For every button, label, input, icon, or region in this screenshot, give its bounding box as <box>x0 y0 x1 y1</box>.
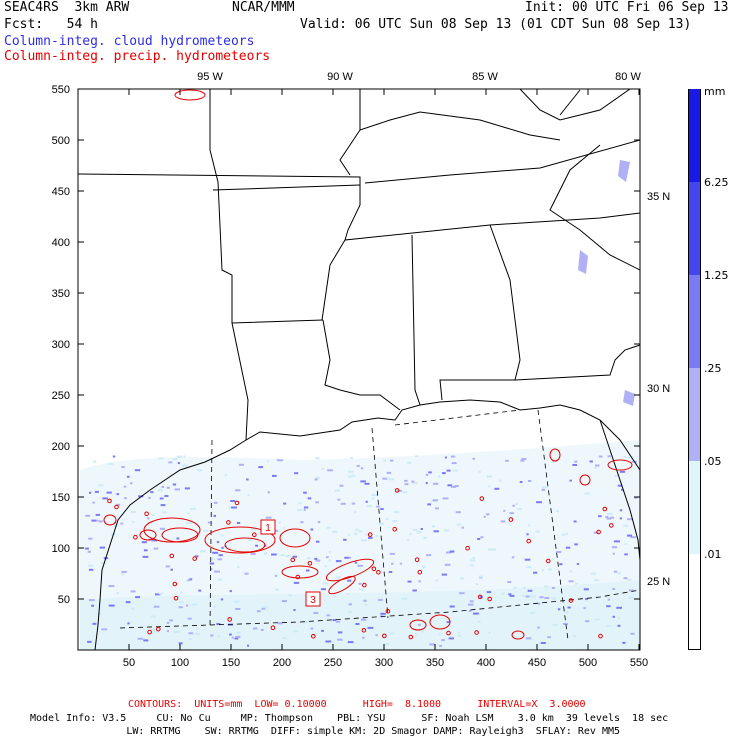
colorbar-bin-1 <box>688 89 701 182</box>
y-tick-label: 50 <box>58 594 70 606</box>
svg-text:3: 3 <box>310 595 316 606</box>
precip-contours <box>103 89 633 640</box>
colorbar-unit: mm <box>704 85 726 98</box>
model-info-2: LW: RRTMG SW: RRTMG DIFF: simple KM: 2D … <box>30 726 621 737</box>
lat-lon-graticule <box>119 409 640 641</box>
init-time: Init: 00 UTC Fri 06 Sep 13 <box>525 0 729 15</box>
map-boundaries <box>78 89 640 650</box>
forecast-hour: Fcst: 54 h <box>4 17 98 32</box>
colorbar-bin-2 <box>688 182 701 275</box>
lon-label: 80 W <box>615 71 641 83</box>
colorbar-label-0-01: .01 <box>704 548 722 561</box>
colorbar-label-0-25: .25 <box>704 362 722 375</box>
x-tick-label: 350 <box>426 657 444 669</box>
lat-label: 35 N <box>647 191 670 203</box>
contour-info: CONTOURS: UNITS=mm LOW= 0.10000 HIGH= 8.… <box>128 699 586 710</box>
y-tick-label: 100 <box>52 543 70 555</box>
x-tick-label: 500 <box>579 657 597 669</box>
y-tick-label: 550 <box>52 84 70 96</box>
y-tick-label: 400 <box>52 237 70 249</box>
y-tick-label: 150 <box>52 492 70 504</box>
field-precip-label: Column-integ. precip. hydrometeors <box>4 49 271 64</box>
x-tick-label: 400 <box>477 657 495 669</box>
y-tick-label: 450 <box>52 186 70 198</box>
contour-label-1: 1 <box>260 519 276 535</box>
svg-text:1: 1 <box>265 523 271 534</box>
lon-label: 85 W <box>472 71 498 83</box>
institution: NCAR/MMM <box>232 0 295 15</box>
model-info-1: Model Info: V3.5 CU: No Cu MP: Thompson … <box>30 713 669 724</box>
x-tick-label: 50 <box>123 657 135 669</box>
valid-time: Valid: 06 UTC Sun 08 Sep 13 (01 CDT Sun … <box>300 17 692 32</box>
run-name: SEAC4RS 3km ARW <box>4 0 130 15</box>
colorbar-bin-3 <box>688 275 701 368</box>
x-tick-label: 250 <box>324 657 342 669</box>
colorbar-label-0-05: .05 <box>704 455 722 468</box>
lon-label: 90 W <box>327 71 353 83</box>
colorbar-bin-4 <box>688 368 701 461</box>
x-tick-label: 200 <box>273 657 291 669</box>
field-cloud-label: Column-integ. cloud hydrometeors <box>4 34 255 49</box>
colorbar-label-1-25: 1.25 <box>704 269 729 282</box>
lon-label: 95 W <box>197 71 223 83</box>
colorbar-label-6-25: 6.25 <box>704 176 729 189</box>
y-tick-label: 200 <box>52 441 70 453</box>
lat-label: 25 N <box>647 576 670 588</box>
colorbar-bin-5 <box>688 461 701 554</box>
x-tick-label: 150 <box>222 657 240 669</box>
lat-label: 30 N <box>647 383 670 395</box>
x-tick-label: 450 <box>528 657 546 669</box>
contour-label-3: 3 <box>305 591 321 607</box>
colorbar-bin-6 <box>688 554 701 650</box>
y-tick-label: 300 <box>52 339 70 351</box>
y-tick-label: 500 <box>52 135 70 147</box>
y-tick-label: 250 <box>52 390 70 402</box>
y-tick-label: 350 <box>52 288 70 300</box>
x-tick-label: 300 <box>375 657 393 669</box>
cloud-hydrometeor-shading <box>80 160 640 650</box>
map-frame <box>77 88 641 651</box>
x-tick-label: 550 <box>630 657 648 669</box>
x-tick-label: 100 <box>171 657 189 669</box>
